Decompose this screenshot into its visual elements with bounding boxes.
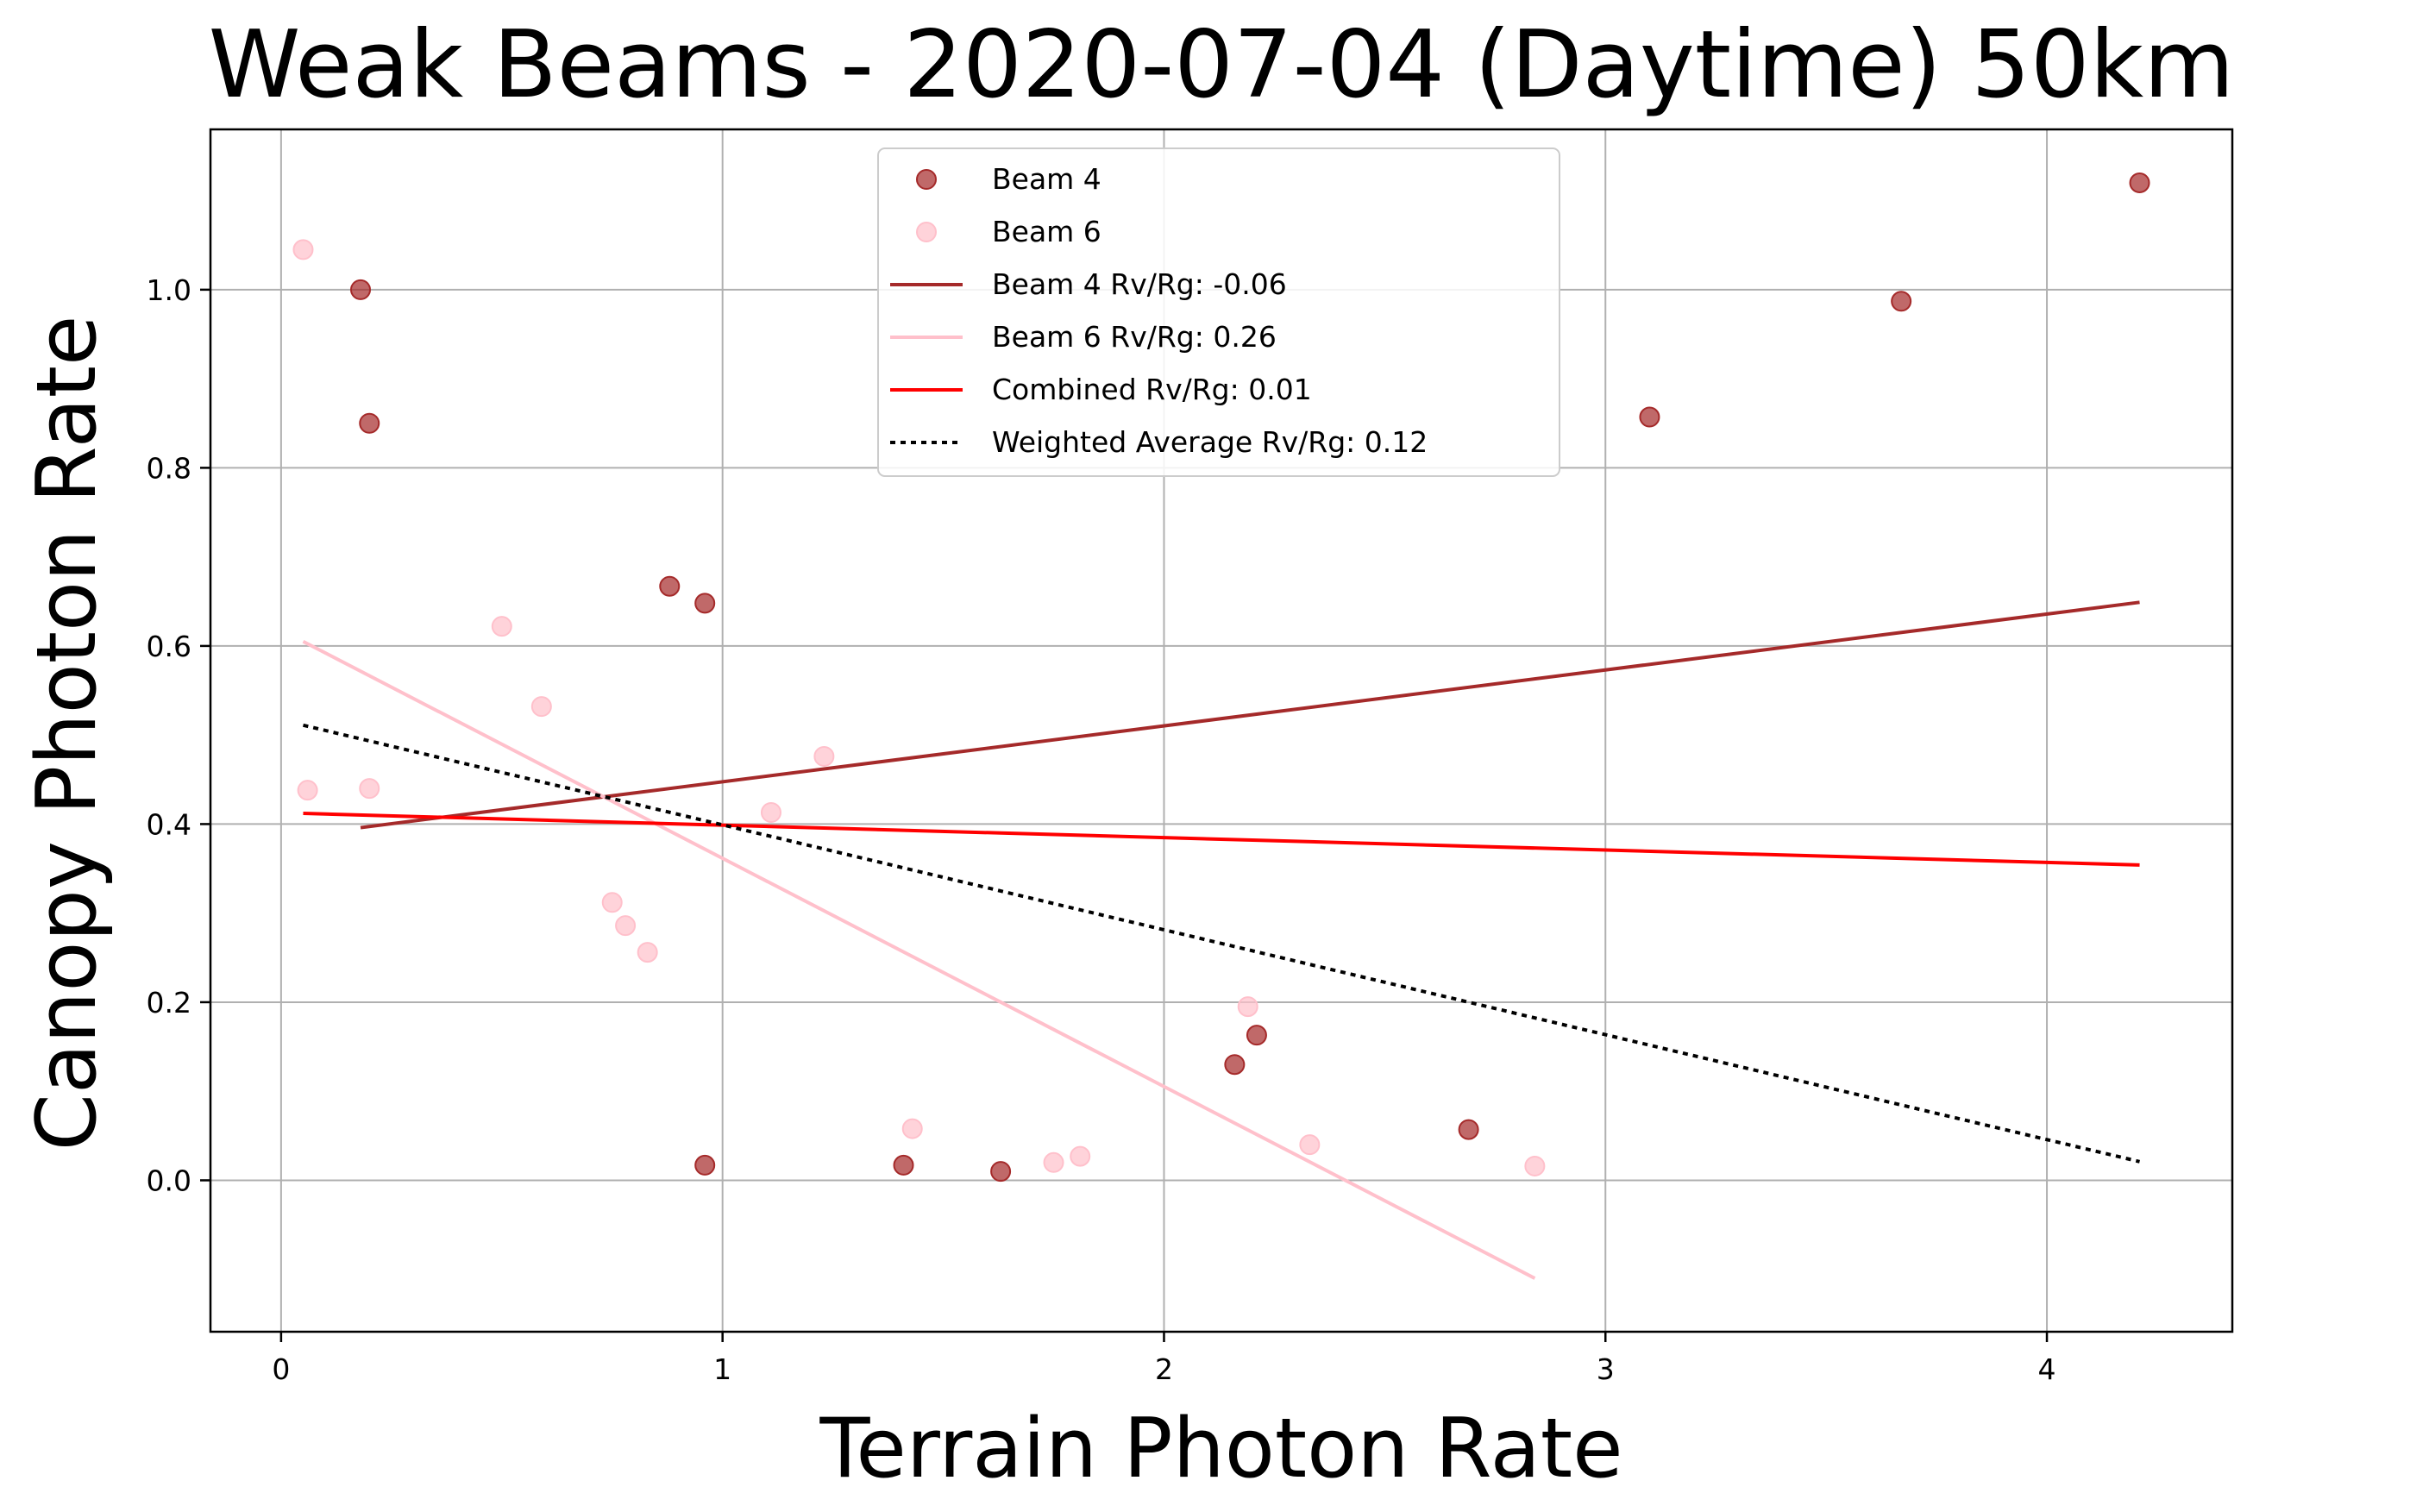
scatter-point [760, 801, 781, 823]
scatter-point [1224, 1054, 1246, 1076]
scatter-point [601, 892, 623, 913]
x-tick-label: 2 [1155, 1352, 1173, 1386]
axis-ticks: 0 1 2 3 4 0.0 0.2 0.4 0.6 0.8 1.0 [147, 273, 2056, 1386]
scatter-point [1524, 1155, 1546, 1176]
y-tick-label: 1.0 [147, 273, 191, 307]
fit-line-2 [360, 600, 2140, 830]
fit-line-4 [303, 812, 2140, 867]
fit-line-3 [302, 639, 1536, 1280]
chart-title: Weak Beams - 2020-07-04 (Daytime) 50km [209, 11, 2235, 119]
scatter-point [990, 1161, 1012, 1183]
legend-label: Beam 4 [992, 162, 1101, 196]
scatter-point [694, 1154, 716, 1176]
scatter-point [1891, 291, 1912, 312]
plot-frame [209, 128, 2234, 1333]
regression-lines [302, 600, 2140, 1280]
scatter-points [292, 172, 2150, 1183]
fit-line-5 [303, 723, 2140, 1164]
y-tick-label: 0.0 [147, 1164, 191, 1197]
scatter-point [1043, 1151, 1064, 1173]
legend: Beam 4 Beam 6 Beam 4 Rv/Rg: -0.06 Beam 6 Rv… [877, 147, 1560, 477]
legend-label: Beam 6 [992, 215, 1101, 248]
y-tick-label: 0.2 [147, 986, 191, 1020]
legend-box [877, 147, 1560, 477]
legend-marker [916, 169, 937, 190]
legend-label: Weighted Average Rv/Rg: 0.12 [992, 425, 1428, 459]
scatter-point [359, 412, 380, 434]
scatter-point [1299, 1134, 1321, 1156]
legend-marker [916, 222, 937, 242]
legend-label: Beam 6 Rv/Rg: 0.26 [992, 320, 1277, 354]
x-tick-label: 4 [2038, 1352, 2056, 1386]
x-tick-label: 0 [272, 1352, 290, 1386]
scatter-point [659, 575, 681, 597]
y-tick-label: 0.6 [147, 630, 191, 663]
scatter-point [694, 593, 716, 614]
scatter-point [491, 616, 512, 637]
scatter-point [359, 778, 380, 800]
scatter-point [292, 239, 314, 260]
scatter-point [615, 915, 637, 937]
x-axis-label: Terrain Photon Rate [819, 1402, 1622, 1496]
y-tick-label: 0.4 [147, 807, 191, 841]
scatter-point [637, 942, 658, 963]
scatter-point [1458, 1119, 1479, 1140]
x-tick-label: 1 [713, 1352, 731, 1386]
scatter-point [297, 780, 318, 801]
scatter-point [1639, 406, 1660, 428]
y-axis-label: Canopy Photon Rate [20, 316, 115, 1151]
scatter-point [1237, 996, 1258, 1018]
scatter-point [813, 745, 835, 767]
scatter-point [1070, 1145, 1091, 1167]
x-tick-label: 3 [1597, 1352, 1615, 1386]
y-tick-label: 0.8 [147, 451, 191, 485]
scatter-point [2129, 172, 2150, 193]
scatter-point [893, 1154, 914, 1176]
scatter-point [350, 279, 372, 300]
legend-label: Beam 4 Rv/Rg: -0.06 [992, 267, 1287, 301]
legend-label: Combined Rv/Rg: 0.01 [992, 373, 1312, 406]
scatter-point [530, 696, 552, 718]
scatter-point [1246, 1025, 1267, 1046]
scatter-point [901, 1118, 923, 1139]
